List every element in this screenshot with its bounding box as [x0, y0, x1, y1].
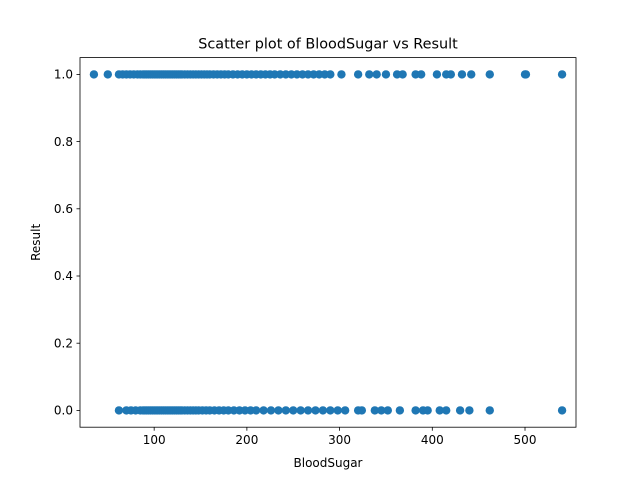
data-point-result-1 [485, 70, 494, 79]
data-point-result-0 [281, 406, 291, 415]
y-tick-label: 0.8 [54, 135, 73, 149]
data-point-result-0 [411, 406, 420, 415]
x-tick-label: 300 [328, 433, 351, 447]
data-point-result-1 [337, 70, 346, 79]
data-point-result-1 [353, 70, 363, 79]
data-point-result-1 [372, 70, 381, 79]
data-point-result-0 [251, 406, 261, 415]
x-axis-label: BloodSugar [294, 456, 363, 470]
data-point-result-1 [326, 70, 335, 79]
data-point-result-1 [457, 70, 467, 79]
data-point-result-0 [333, 406, 342, 415]
data-point-result-0 [455, 406, 465, 415]
y-axis-label: Result [29, 224, 43, 261]
data-point-result-0 [311, 406, 320, 415]
x-tick-label: 500 [514, 433, 537, 447]
y-tick-label: 0.4 [54, 269, 73, 283]
x-tick-label: 200 [235, 433, 258, 447]
data-point-result-0 [395, 406, 405, 415]
data-point-result-0 [259, 406, 268, 415]
y-axis-ticks: 0.0 0.2 0.4 0.6 0.8 1.0 [54, 68, 80, 418]
data-point-result-0 [114, 406, 124, 415]
data-point-result-0 [423, 406, 432, 415]
data-point-result-0 [442, 406, 451, 415]
data-point-result-1 [467, 70, 476, 79]
data-point-result-0 [266, 406, 276, 415]
data-point-result-1 [432, 70, 442, 79]
data-point-result-0 [377, 406, 386, 415]
data-point-result-1 [398, 70, 407, 79]
data-point-result-0 [303, 406, 313, 415]
data-point-result-0 [296, 406, 305, 415]
plot-frame [79, 57, 577, 428]
x-tick-label: 400 [421, 433, 444, 447]
data-point-result-1 [446, 70, 456, 79]
data-point-result-0 [326, 406, 335, 415]
data-point-result-1 [103, 70, 113, 79]
data-point-result-0 [435, 406, 444, 415]
y-tick-label: 0.2 [54, 336, 73, 350]
data-points [89, 70, 567, 415]
data-point-result-0 [465, 406, 474, 415]
data-point-result-0 [289, 406, 298, 415]
data-point-result-0 [340, 406, 350, 415]
data-point-result-0 [318, 406, 328, 415]
data-point-result-1 [89, 70, 99, 79]
data-point-result-1 [416, 70, 426, 79]
data-point-result-1 [381, 70, 391, 79]
y-tick-label: 1.0 [54, 68, 73, 82]
x-tick-label: 100 [143, 433, 166, 447]
data-point-result-0 [357, 406, 367, 415]
x-axis-ticks: 100 200 300 400 500 [143, 427, 537, 447]
data-point-result-1 [521, 70, 531, 79]
data-point-result-0 [557, 406, 567, 415]
data-point-result-0 [370, 406, 380, 415]
data-point-result-0 [274, 406, 283, 415]
y-tick-label: 0.0 [54, 404, 73, 418]
y-tick-label: 0.6 [54, 202, 73, 216]
data-point-result-1 [557, 70, 567, 79]
data-point-result-0 [485, 406, 494, 415]
chart-title: Scatter plot of BloodSugar vs Result [198, 37, 458, 53]
data-point-result-0 [383, 406, 392, 415]
data-point-result-1 [365, 70, 374, 79]
